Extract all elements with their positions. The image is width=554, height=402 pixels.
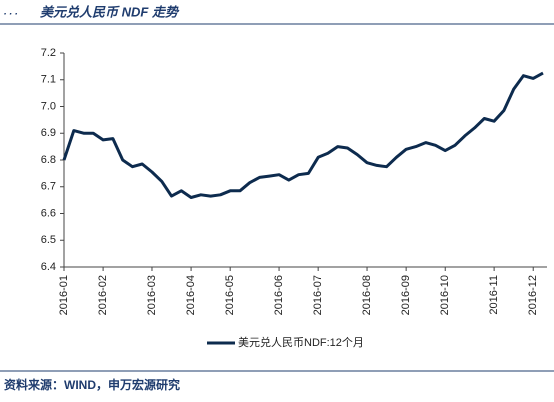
x-tick-label: 2016-11 <box>488 275 500 315</box>
x-tick-label: 2016-09 <box>400 275 412 315</box>
line <box>62 71 544 199</box>
x-tick-label: 2016-04 <box>185 275 197 315</box>
y-tick-label: 7.1 <box>41 74 56 86</box>
legend-label: 美元兑人民币NDF:12个月 <box>238 335 364 349</box>
x-tick-label: 2016-06 <box>273 275 285 315</box>
dots: . . . <box>4 7 18 18</box>
x-tick-label: 2016-12 <box>527 275 539 315</box>
y-tick-label: 7.0 <box>41 100 56 112</box>
x-tick-label: 2016-08 <box>361 275 373 315</box>
chart-title: 美元兑人民币 NDF 走势 <box>40 4 180 19</box>
y-tick-label: 6.7 <box>41 181 56 193</box>
x-tick-label: 2016-07 <box>312 275 324 315</box>
y-tick-label: 6.8 <box>41 154 56 166</box>
y-tick-label: 6.4 <box>41 261 56 273</box>
x-tick-label: 2016-02 <box>97 275 109 315</box>
y-tick-label: 6.6 <box>41 207 56 219</box>
x-tick-label: 2016-10 <box>439 275 451 315</box>
x-tick-label: 2016-01 <box>58 275 70 315</box>
x-tick-label: 2016-03 <box>146 275 158 315</box>
y-tick-label: 6.5 <box>41 234 56 246</box>
source: 资料来源：WIND，申万宏源研究 <box>4 377 180 392</box>
x-tick-label: 2016-05 <box>224 275 236 315</box>
y-tick-label: 6.9 <box>41 127 56 139</box>
y-tick-label: 7.2 <box>41 47 56 59</box>
